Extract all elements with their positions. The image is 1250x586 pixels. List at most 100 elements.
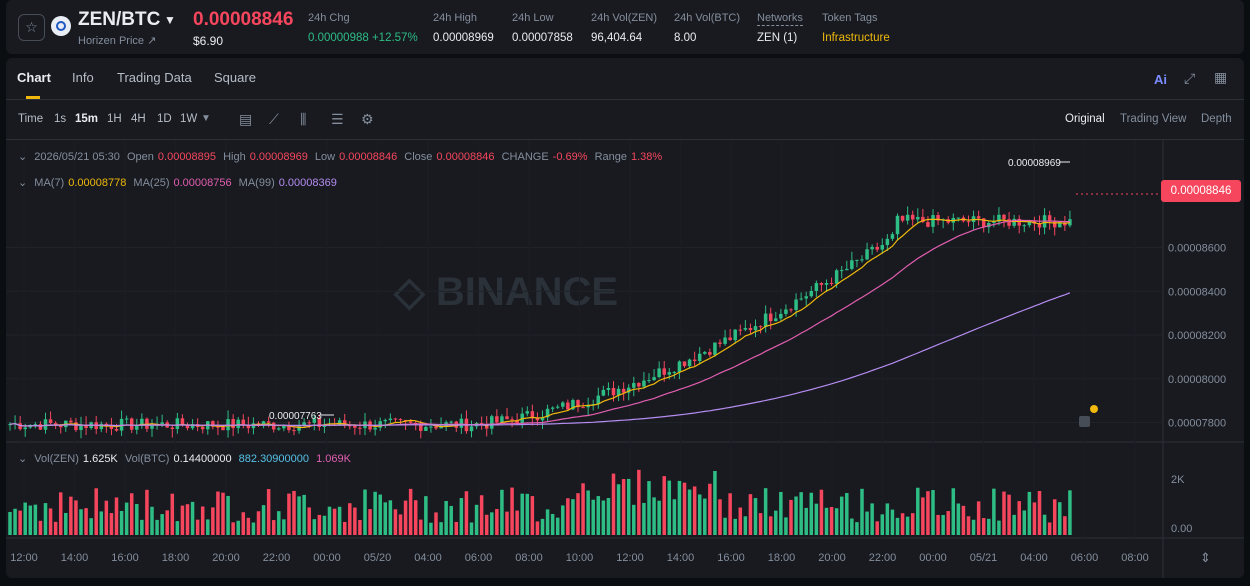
volume-bar (860, 488, 864, 535)
volume-bar (200, 506, 205, 535)
chart-settings-icon[interactable]: ☰ (331, 111, 344, 127)
candle-body (774, 318, 778, 322)
expand-icon[interactable]: ⤢ (1184, 70, 1196, 86)
ohlc-close: 0.00008846 (436, 151, 495, 163)
candle-body (860, 259, 864, 261)
pair-dropdown-caret-icon[interactable]: ▼ (164, 13, 176, 27)
candle-body (69, 420, 73, 423)
volume-bar (1047, 522, 1052, 535)
timeframe-1s[interactable]: 1s (54, 113, 67, 125)
candle-body (160, 422, 164, 425)
volume-bar (388, 500, 393, 535)
ma-collapse-icon[interactable]: ⌄ (18, 177, 28, 189)
candle-body (921, 216, 925, 223)
candle-body (145, 418, 149, 429)
volume-bar (738, 507, 743, 535)
volume-bar (490, 512, 494, 535)
volume-bar (216, 491, 220, 535)
pair-name[interactable]: ZEN/BTC (78, 9, 161, 30)
time-axis-label: 20:00 (212, 552, 240, 564)
stat-networks[interactable]: Networks ZEN (1) (757, 12, 803, 44)
candle-body (500, 416, 504, 423)
vol-zen-value: 1.625K (82, 453, 118, 465)
volume-bar (581, 483, 585, 535)
candle-body (632, 382, 636, 388)
volume-bar (520, 493, 524, 535)
view-original[interactable]: Original (1065, 113, 1105, 125)
ohlc-collapse-icon[interactable]: ⌄ (18, 151, 28, 163)
volume-bar (809, 492, 814, 535)
candle-body (870, 246, 874, 250)
volume-bar (682, 482, 687, 535)
volume-bar (287, 493, 291, 535)
layout-grid-icon[interactable]: ▦ (1214, 69, 1228, 85)
gear-icon[interactable]: ⚙ (361, 111, 374, 127)
candle-body (768, 313, 773, 322)
timeframe-15m[interactable]: 15m (75, 113, 99, 125)
volume-bar (1042, 514, 1047, 535)
volume-bar (530, 496, 535, 535)
volume-bar (79, 509, 83, 535)
volume-collapse-icon[interactable]: ⌄ (18, 453, 28, 465)
candle-body (794, 299, 798, 311)
volume-bar (307, 507, 311, 535)
volume-bar (550, 513, 555, 535)
timeframe-1w[interactable]: 1W (180, 113, 198, 125)
volume-bar (241, 512, 246, 535)
candle-type-icon[interactable]: ⫼ (300, 111, 307, 127)
candle-body (566, 402, 570, 410)
volume-bar (1027, 491, 1032, 535)
volume-bar (398, 514, 403, 535)
ai-icon[interactable]: Ai (1154, 72, 1167, 87)
notification-dot-icon (1090, 405, 1098, 413)
volume-bar (824, 507, 829, 535)
volume-bar (18, 510, 22, 535)
volume-bar (966, 516, 971, 535)
candle-body (606, 387, 611, 390)
candle-body (895, 215, 900, 235)
view-depth[interactable]: Depth (1201, 113, 1232, 125)
candle-body (292, 430, 296, 432)
tab-trading-data[interactable]: Trading Data (117, 70, 192, 85)
volume-bar (408, 488, 413, 535)
volume-bar (58, 492, 63, 535)
candle-body (495, 416, 499, 423)
timeframe-1d[interactable]: 1D (157, 113, 172, 125)
volume-bar (89, 518, 93, 535)
candle-body (672, 371, 677, 373)
stat-token-tags[interactable]: Token Tags Infrastructure (822, 12, 890, 44)
candle-body (43, 419, 48, 430)
volume-bar (789, 499, 793, 535)
indicator-icon[interactable]: ⟋ (269, 111, 279, 127)
volume-bar (910, 513, 915, 535)
volume-bar (606, 498, 611, 535)
timeframe-caret-icon[interactable]: ▼ (201, 113, 211, 124)
candle-body (987, 222, 991, 228)
candle-body (358, 427, 362, 429)
candle-body (342, 420, 347, 426)
coin-price-link[interactable]: Horizen Price ↗ (78, 35, 157, 47)
tab-chart[interactable]: Chart (17, 70, 51, 85)
time-axis-label: 04:00 (1020, 552, 1048, 564)
candlestick-chart[interactable]: ◇ BINANCE 0.00008600 0.00008400 0.00008200 0… (6, 140, 1244, 578)
volume-bar (251, 522, 256, 535)
timeframe-1h[interactable]: 1H (107, 113, 122, 125)
timeframe-4h[interactable]: 4H (131, 113, 146, 125)
volume-bar (905, 516, 910, 535)
candle-body (185, 425, 190, 429)
volume-bar (439, 522, 443, 535)
candle-body (723, 337, 727, 344)
time-axis-label: 05/20 (364, 552, 392, 564)
favorite-star-icon[interactable]: ☆ (18, 14, 45, 41)
candle-body (692, 359, 697, 362)
volume-bar (342, 521, 347, 535)
view-trading-view[interactable]: Trading View (1120, 113, 1187, 125)
volume-bar (43, 503, 48, 535)
candle-body (348, 425, 352, 427)
tab-info[interactable]: Info (72, 70, 94, 85)
calendar-icon[interactable]: ▤ (239, 111, 253, 127)
tab-square[interactable]: Square (214, 70, 256, 85)
volume-bar (221, 492, 225, 535)
candle-body (540, 417, 545, 421)
timeframe-time[interactable]: Time (18, 113, 44, 125)
